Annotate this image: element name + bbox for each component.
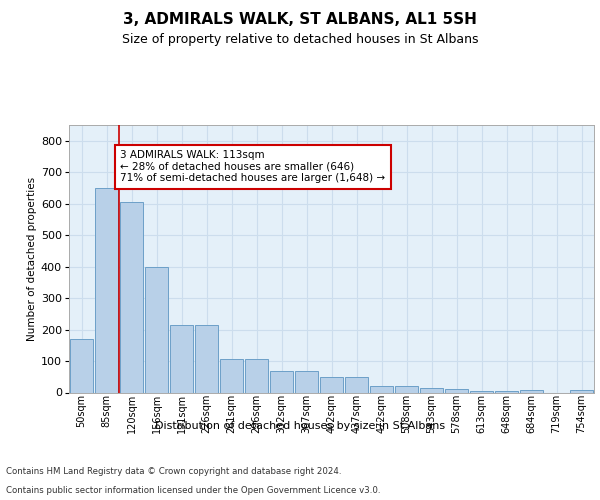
Bar [470,391,493,392]
Bar [495,391,518,392]
Bar [570,390,593,392]
Bar [395,386,418,392]
Text: Size of property relative to detached houses in St Albans: Size of property relative to detached ho… [122,32,478,46]
Bar [145,266,168,392]
Bar [320,378,343,392]
Text: 3, ADMIRALS WALK, ST ALBANS, AL1 5SH: 3, ADMIRALS WALK, ST ALBANS, AL1 5SH [123,12,477,28]
Text: Distribution of detached houses by size in St Albans: Distribution of detached houses by size … [155,421,445,431]
Bar [420,388,443,392]
Bar [520,390,543,392]
Bar [270,371,293,392]
Bar [220,360,243,392]
Bar [445,388,468,392]
Y-axis label: Number of detached properties: Number of detached properties [27,176,37,341]
Bar [370,386,393,392]
Bar [295,371,318,392]
Bar [345,378,368,392]
Bar [170,325,193,392]
Bar [245,360,268,392]
Bar [95,188,118,392]
Bar [195,325,218,392]
Text: 3 ADMIRALS WALK: 113sqm
← 28% of detached houses are smaller (646)
71% of semi-d: 3 ADMIRALS WALK: 113sqm ← 28% of detache… [120,150,385,184]
Bar [70,339,93,392]
Text: Contains HM Land Registry data © Crown copyright and database right 2024.: Contains HM Land Registry data © Crown c… [6,467,341,476]
Text: Contains public sector information licensed under the Open Government Licence v3: Contains public sector information licen… [6,486,380,495]
Bar [120,202,143,392]
